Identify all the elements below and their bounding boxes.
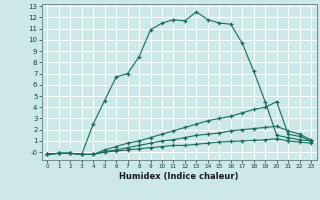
X-axis label: Humidex (Indice chaleur): Humidex (Indice chaleur) <box>119 172 239 181</box>
